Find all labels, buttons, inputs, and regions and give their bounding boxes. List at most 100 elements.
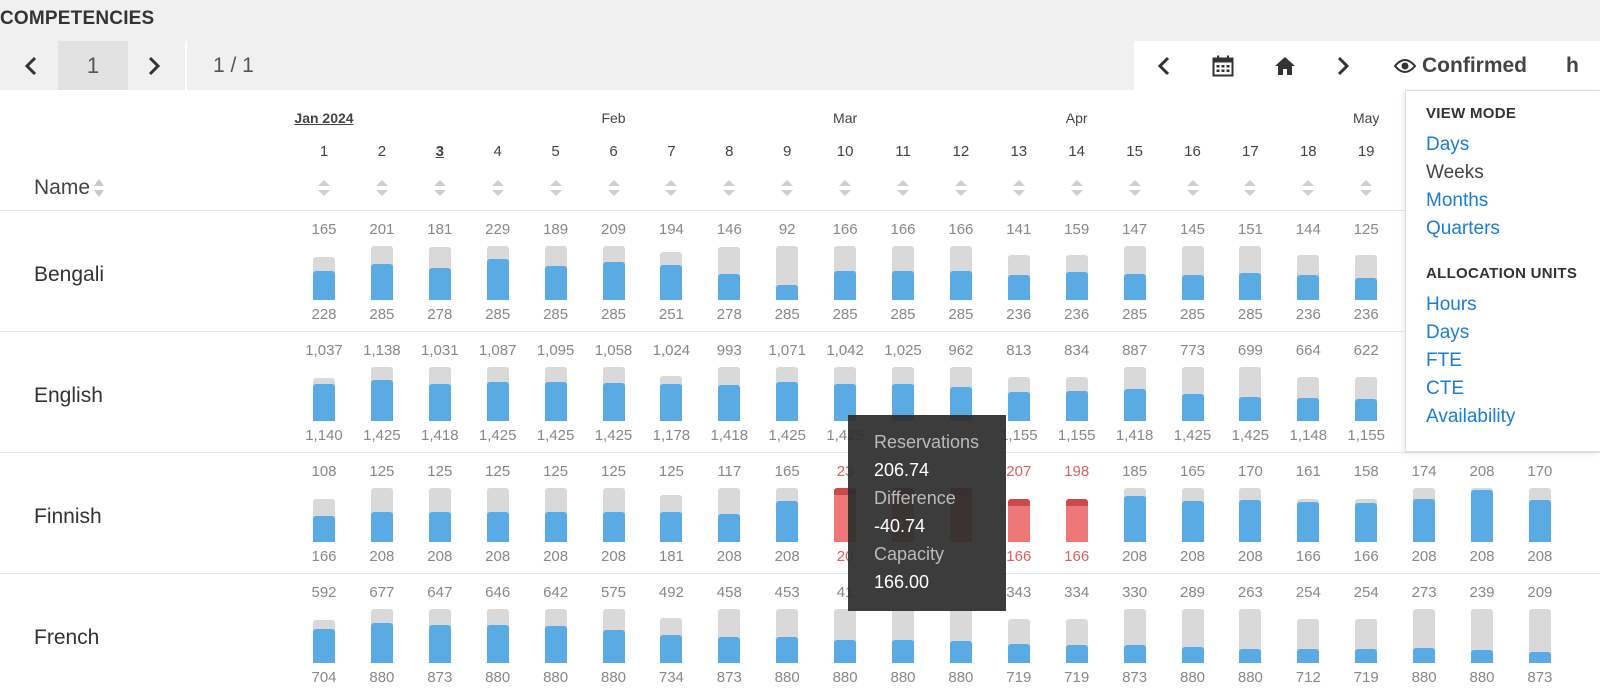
- sort-icon[interactable]: [838, 178, 852, 198]
- allocation-unit-option[interactable]: Days: [1426, 322, 1470, 343]
- name-column-header[interactable]: Name: [34, 176, 105, 200]
- allocation-cell[interactable]: 642 880: [526, 574, 586, 694]
- allocation-unit-option[interactable]: CTE: [1426, 378, 1464, 399]
- allocation-cell[interactable]: 174 208: [1394, 453, 1454, 574]
- sort-icon[interactable]: [896, 178, 910, 198]
- column-header[interactable]: 15: [1126, 143, 1143, 160]
- allocation-cell[interactable]: 254 719: [1336, 574, 1396, 694]
- allocation-cell[interactable]: 993 1,418: [699, 332, 759, 453]
- column-header[interactable]: 7: [667, 143, 676, 160]
- allocation-cell[interactable]: 773 1,425: [1163, 332, 1223, 453]
- allocation-cell[interactable]: 165 228: [294, 211, 354, 332]
- sort-icon[interactable]: [607, 178, 621, 198]
- allocation-cell[interactable]: 208 208: [1452, 453, 1512, 574]
- sort-icon[interactable]: [549, 178, 563, 198]
- allocation-cell[interactable]: 887 1,418: [1105, 332, 1165, 453]
- allocation-cell[interactable]: 125 208: [468, 453, 528, 574]
- allocation-cell[interactable]: 647 873: [410, 574, 470, 694]
- allocation-cell[interactable]: 962: [931, 332, 991, 453]
- column-header[interactable]: 11: [895, 143, 911, 160]
- page-number-input[interactable]: 1: [58, 41, 128, 90]
- view-mode-option[interactable]: Days: [1426, 134, 1470, 155]
- allocation-cell[interactable]: 239 880: [1452, 574, 1512, 694]
- column-header[interactable]: 18: [1299, 143, 1317, 160]
- allocation-cell[interactable]: 1,058 1,425: [584, 332, 644, 453]
- allocation-cell[interactable]: 189 285: [526, 211, 586, 332]
- allocation-cell[interactable]: 198 166: [1047, 453, 1107, 574]
- allocation-cell[interactable]: 1,138 1,425: [352, 332, 412, 453]
- sort-icon[interactable]: [1243, 178, 1257, 198]
- column-header[interactable]: 10: [836, 143, 854, 160]
- sort-icon[interactable]: [722, 178, 736, 198]
- allocation-cell[interactable]: 664 1,148: [1278, 332, 1338, 453]
- allocation-cell[interactable]: 194 251: [641, 211, 701, 332]
- allocation-cell[interactable]: 1,087 1,425: [468, 332, 528, 453]
- sort-icon[interactable]: [1301, 178, 1315, 198]
- allocation-cell[interactable]: 165 208: [1163, 453, 1223, 574]
- allocation-cell[interactable]: 108 166: [294, 453, 354, 574]
- allocation-cell[interactable]: 1,037 1,140: [294, 332, 354, 453]
- allocation-cell[interactable]: 125 181: [641, 453, 701, 574]
- allocation-cell[interactable]: 158 166: [1336, 453, 1396, 574]
- allocation-cell[interactable]: 592 704: [294, 574, 354, 694]
- allocation-cell[interactable]: 575 880: [584, 574, 644, 694]
- allocation-cell[interactable]: 458 873: [699, 574, 759, 694]
- allocation-cell[interactable]: 677 880: [352, 574, 412, 694]
- sort-icon[interactable]: [317, 178, 331, 198]
- sort-icon[interactable]: [1186, 178, 1200, 198]
- allocation-cell[interactable]: 834 1,155: [1047, 332, 1107, 453]
- allocation-cell[interactable]: 254 712: [1278, 574, 1338, 694]
- allocation-cell[interactable]: 880: [873, 574, 933, 694]
- column-header[interactable]: 5: [551, 143, 560, 160]
- sort-icon[interactable]: [1128, 178, 1142, 198]
- sort-icon[interactable]: [954, 178, 968, 198]
- allocation-cell[interactable]: 229 285: [468, 211, 528, 332]
- allocation-cell[interactable]: 125 236: [1336, 211, 1396, 332]
- timeline-prev-button[interactable]: [1147, 41, 1181, 90]
- allocation-unit-option[interactable]: Hours: [1426, 294, 1477, 315]
- allocation-cell[interactable]: 813 1,155: [989, 332, 1049, 453]
- allocation-cell[interactable]: 1,071 1,425: [757, 332, 817, 453]
- sort-icon[interactable]: [780, 178, 794, 198]
- allocation-cell[interactable]: 263 880: [1220, 574, 1280, 694]
- allocation-cell[interactable]: 1,095 1,425: [526, 332, 586, 453]
- allocation-cell[interactable]: 330 873: [1105, 574, 1165, 694]
- allocation-cell[interactable]: 92 285: [757, 211, 817, 332]
- timeline-next-button[interactable]: [1326, 41, 1360, 90]
- allocation-cell[interactable]: 165 208: [757, 453, 817, 574]
- allocation-cell[interactable]: 170 208: [1510, 453, 1570, 574]
- unit-selector-button[interactable]: h: [1566, 53, 1579, 77]
- next-page-button[interactable]: [137, 41, 171, 90]
- column-header[interactable]: 4: [493, 143, 502, 160]
- sort-icon[interactable]: [1012, 178, 1026, 198]
- calendar-button[interactable]: [1206, 41, 1240, 90]
- column-header[interactable]: 16: [1184, 143, 1201, 160]
- sort-icon[interactable]: [1070, 178, 1084, 198]
- allocation-cell[interactable]: 125 208: [410, 453, 470, 574]
- allocation-cell[interactable]: 117 208: [699, 453, 759, 574]
- allocation-unit-option[interactable]: Availability: [1426, 406, 1516, 427]
- confirmed-filter-button[interactable]: Confirmed: [1394, 41, 1527, 90]
- column-header[interactable]: 1: [319, 143, 329, 160]
- allocation-cell[interactable]: 646 880: [468, 574, 528, 694]
- allocation-cell[interactable]: 170 208: [1220, 453, 1280, 574]
- allocation-cell[interactable]: 159 236: [1047, 211, 1107, 332]
- allocation-cell[interactable]: 145 285: [1163, 211, 1223, 332]
- allocation-cell[interactable]: 1,031 1,418: [410, 332, 470, 453]
- allocation-unit-option[interactable]: FTE: [1426, 350, 1462, 371]
- allocation-cell[interactable]: 622 1,155: [1336, 332, 1396, 453]
- column-header[interactable]: 12: [952, 143, 970, 160]
- column-header[interactable]: 8: [725, 143, 734, 160]
- allocation-cell[interactable]: 125 208: [526, 453, 586, 574]
- allocation-cell[interactable]: 146 278: [699, 211, 759, 332]
- allocation-cell[interactable]: 181 278: [410, 211, 470, 332]
- column-header[interactable]: 9: [783, 143, 792, 160]
- allocation-cell[interactable]: 166 285: [815, 211, 875, 332]
- sort-icon[interactable]: [1359, 178, 1373, 198]
- column-header[interactable]: 14: [1068, 143, 1086, 160]
- allocation-cell[interactable]: 273 880: [1394, 574, 1454, 694]
- allocation-cell[interactable]: 147 285: [1105, 211, 1165, 332]
- column-header[interactable]: 6: [609, 143, 618, 160]
- allocation-cell[interactable]: 166 285: [873, 211, 933, 332]
- column-header[interactable]: 17: [1242, 143, 1259, 160]
